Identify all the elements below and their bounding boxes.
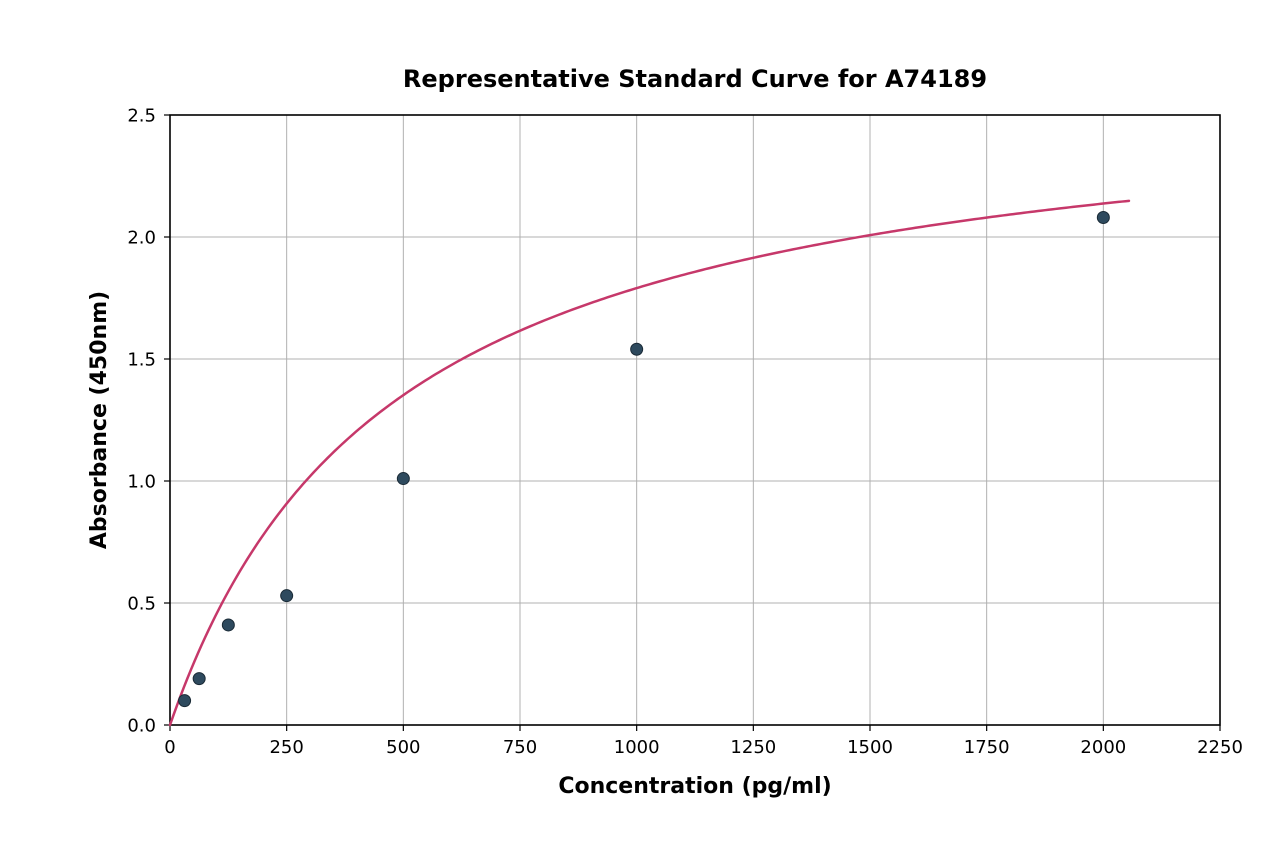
y-axis-label: Absorbance (450nm) [87,291,112,549]
y-tick-label: 1.5 [127,349,156,370]
data-point [179,695,191,707]
x-tick-label: 2000 [1080,737,1126,758]
x-tick-label: 1500 [847,737,893,758]
x-tick-label: 2250 [1197,737,1243,758]
x-tick-label: 1000 [614,737,660,758]
chart-container: 0 250 500 750 1000 1250 1500 1750 2000 2250 0.0 0.5… [0,0,1280,845]
x-tick-label: 250 [269,737,303,758]
data-point [222,619,234,631]
data-point [281,590,293,602]
y-tick-label: 2.5 [127,105,156,126]
plot-bg [170,115,1220,725]
y-tick-label: 0.0 [127,715,156,736]
y-tick-label: 1.0 [127,471,156,492]
data-point [1097,211,1109,223]
x-tick-label: 1250 [730,737,776,758]
x-axis-label: Concentration (pg/ml) [558,774,831,799]
x-tick-label: 750 [503,737,537,758]
y-tick-label: 2.0 [127,227,156,248]
x-tick-label: 500 [386,737,420,758]
data-point [397,473,409,485]
x-tick-label: 1750 [964,737,1010,758]
chart-svg: 0 250 500 750 1000 1250 1500 1750 2000 2250 0.0 0.5… [0,0,1280,845]
data-point [631,343,643,355]
y-tick-label: 0.5 [127,593,156,614]
chart-title: Representative Standard Curve for A74189 [403,65,987,93]
x-tick-label: 0 [164,737,175,758]
data-point [193,673,205,685]
